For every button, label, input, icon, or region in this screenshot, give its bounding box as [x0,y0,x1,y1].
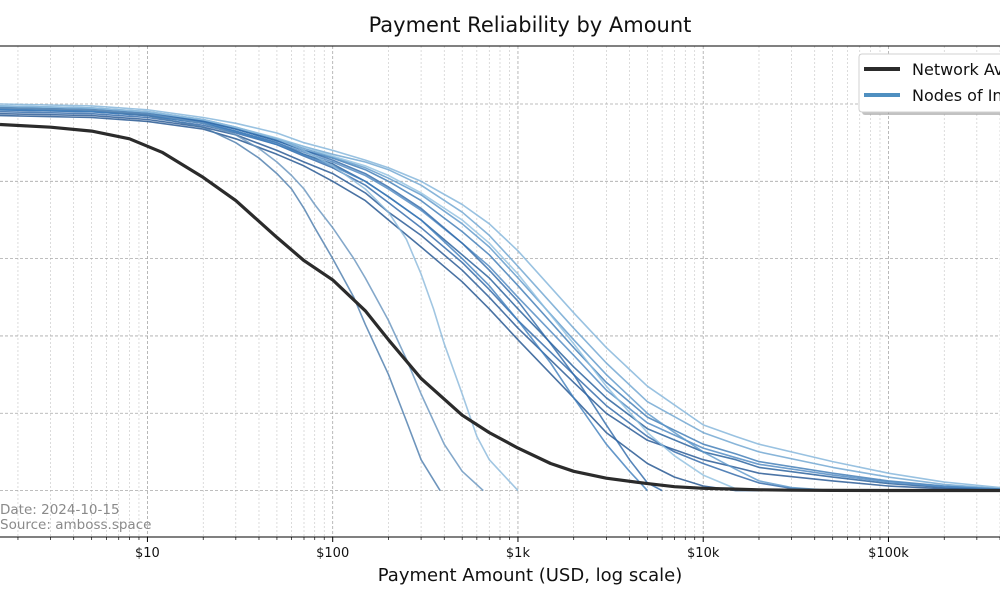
x-tick-label: $1k [506,546,531,561]
x-axis-label: Payment Amount (USD, log scale) [378,565,682,586]
chart-title: Payment Reliability by Amount [369,13,692,37]
x-tick-label: $100k [868,546,909,561]
x-axis-ticks: $10 $100 $1k $10k $100k [17,537,1000,561]
minor-gridlines [17,46,1000,537]
source-annotation: Source: amboss.space [0,517,151,533]
x-tick-label: $100 [316,546,349,561]
series-line-node-5 [0,103,1000,489]
series-line-node-10 [0,109,648,492]
x-tick-label: $10 [135,546,160,561]
legend-label-network-average: Network Average [912,60,1000,79]
series-line-node-6 [0,110,889,492]
series-line-node-14 [0,105,519,492]
legend-label-nodes-of-interest: Nodes of Interest [912,86,1000,105]
series-line-node-12 [0,107,441,492]
series-line-node-13 [0,107,484,492]
series-line-node-9 [0,105,760,492]
legend: Network Average Nodes of Interest [858,53,1000,115]
x-tick-label: $10k [687,546,720,561]
series-line-node-11 [0,107,663,492]
series-lines [0,103,1000,493]
date-annotation: Date: 2024-10-15 [0,502,120,518]
series-line-network-average [0,122,1000,493]
